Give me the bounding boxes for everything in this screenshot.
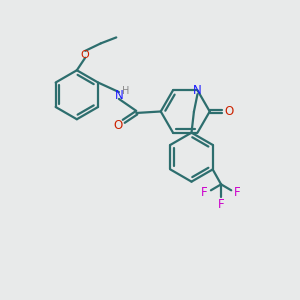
Text: O: O <box>81 50 90 60</box>
Text: O: O <box>114 119 123 132</box>
Text: N: N <box>115 88 123 102</box>
Text: F: F <box>234 186 241 199</box>
Text: N: N <box>193 84 202 97</box>
Text: O: O <box>224 105 234 118</box>
Text: H: H <box>122 86 130 97</box>
Text: F: F <box>218 198 224 211</box>
Text: F: F <box>201 186 208 199</box>
